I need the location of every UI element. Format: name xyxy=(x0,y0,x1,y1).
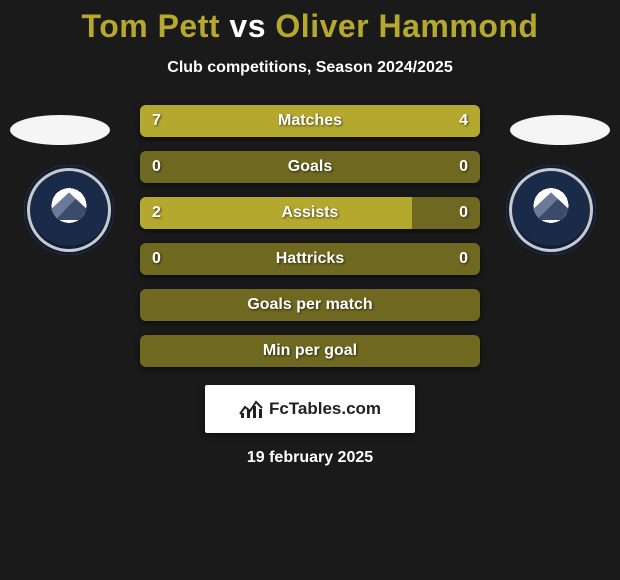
stat-row: Assists2 0 xyxy=(140,197,480,229)
stat-label: Matches xyxy=(140,105,480,137)
stat-bars: Matches74Goals00Assists20Hattricks00Goal… xyxy=(140,105,480,367)
chart-icon xyxy=(239,399,263,419)
player2-flag xyxy=(510,115,610,145)
stat-right-value: 0 xyxy=(459,197,468,229)
stat-row: Goals0 0 xyxy=(140,151,480,183)
stat-row: Matches7 4 xyxy=(140,105,480,137)
vs-text: vs xyxy=(229,8,266,44)
stat-left-value: 0 xyxy=(152,151,161,183)
stat-right-value: 4 xyxy=(459,105,468,137)
watermark-text: FcTables.com xyxy=(269,399,381,419)
stat-label: Goals xyxy=(140,151,480,183)
date-text: 19 february 2025 xyxy=(0,449,620,467)
stat-label: Goals per match xyxy=(140,289,480,321)
watermark: FcTables.com xyxy=(205,385,415,433)
stat-row: Goals per match xyxy=(140,289,480,321)
stat-left-value: 0 xyxy=(152,243,161,275)
page-title: Tom Pett vs Oliver Hammond xyxy=(0,0,620,45)
player2-name: Oliver Hammond xyxy=(275,8,538,44)
player2-club-crest xyxy=(506,165,596,255)
stat-right-value: 0 xyxy=(459,151,468,183)
player1-name: Tom Pett xyxy=(82,8,221,44)
player1-flag xyxy=(10,115,110,145)
stat-label: Min per goal xyxy=(140,335,480,367)
stat-left-value: 7 xyxy=(152,105,161,137)
player1-club-crest xyxy=(24,165,114,255)
stat-right-value: 0 xyxy=(459,243,468,275)
stat-label: Hattricks xyxy=(140,243,480,275)
stat-row: Hattricks0 0 xyxy=(140,243,480,275)
subtitle: Club competitions, Season 2024/2025 xyxy=(0,59,620,77)
stat-row: Min per goal xyxy=(140,335,480,367)
stat-left-value: 2 xyxy=(152,197,161,229)
comparison-content: Matches74Goals00Assists20Hattricks00Goal… xyxy=(0,105,620,367)
stat-label: Assists xyxy=(140,197,480,229)
